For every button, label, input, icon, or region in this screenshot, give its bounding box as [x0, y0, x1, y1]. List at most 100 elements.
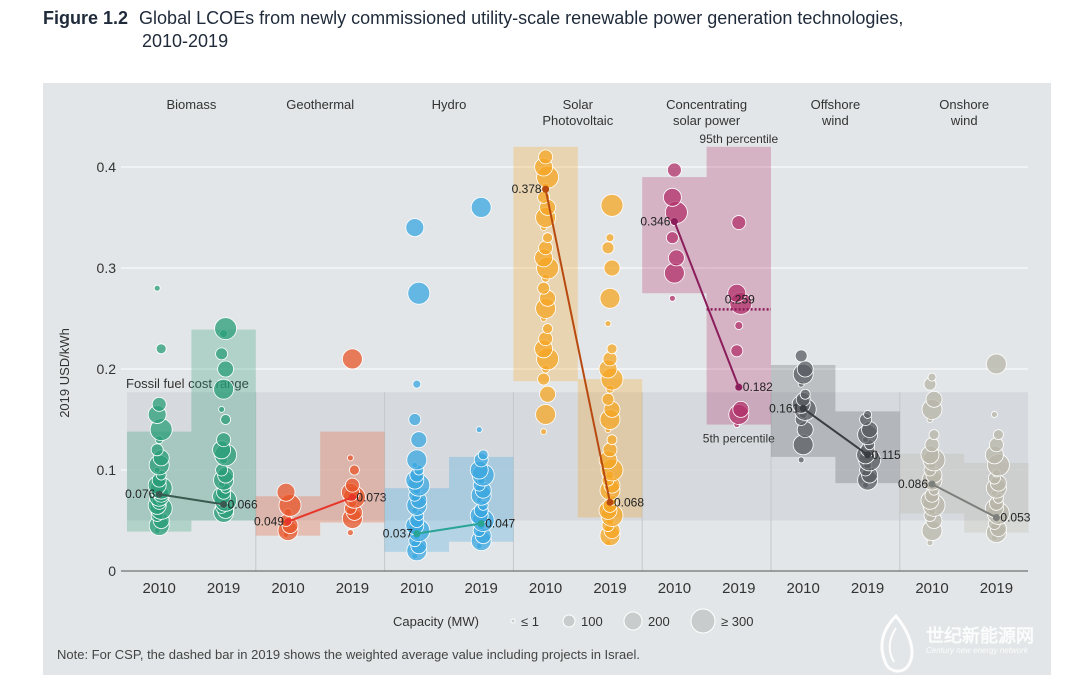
capacity-bubble	[796, 360, 814, 378]
watermark: 世纪新能源网 Century new energy network	[868, 612, 1068, 682]
x-tick-label: 2010	[529, 580, 562, 597]
legend-bubble	[562, 614, 576, 628]
capacity-bubble	[153, 284, 161, 292]
weighted-average-line	[544, 189, 611, 503]
capacity-bubble	[542, 323, 554, 335]
weighted-average-line	[931, 483, 997, 519]
y-tick-label: 0.2	[97, 361, 117, 377]
capacity-bubble	[406, 449, 428, 471]
capacity-bubble	[605, 233, 615, 243]
legend-bubble	[623, 611, 643, 631]
watermark-text: 世纪新能源网	[926, 626, 1034, 646]
weighted-average-label: 0.037	[383, 527, 413, 541]
percentile-5-label: 5th percentile	[703, 432, 775, 446]
capacity-bubble	[213, 378, 235, 400]
x-tick-label: 2019	[593, 580, 626, 597]
capacity-bubble	[346, 529, 354, 537]
tech-name-label: Offshore	[811, 97, 861, 112]
x-tick-label: 2010	[658, 580, 691, 597]
legend-title: Capacity (MW)	[393, 614, 479, 629]
y-tick-label: 0.3	[97, 260, 117, 276]
capacity-bubble	[344, 477, 360, 493]
x-tick-label: 2010	[787, 580, 820, 597]
capacity-bubble	[603, 259, 621, 277]
capacity-bubble	[731, 215, 747, 230]
weighted-average-label: 0.346	[640, 215, 670, 229]
x-tick-label: 2019	[465, 580, 498, 597]
capacity-bubble	[730, 344, 744, 358]
capacity-bubble	[276, 482, 296, 502]
weighted-average-line	[673, 221, 740, 388]
legend-bubble	[510, 618, 516, 624]
weighted-average-point	[155, 490, 163, 498]
capacity-bubble	[600, 193, 624, 217]
tech-name-label: Concentrating	[666, 97, 747, 112]
capacity-bubble	[218, 405, 226, 413]
x-tick-label: 2019	[851, 580, 884, 597]
weighted-average-line	[802, 407, 869, 456]
tech-name-label: Photovoltaic	[542, 113, 613, 128]
capacity-bubble	[797, 456, 805, 464]
capacity-bubble	[732, 400, 750, 418]
capacity-bubble	[989, 437, 1004, 453]
figure-title-line2: 2010-2019	[142, 31, 229, 51]
capacity-bubble	[799, 388, 811, 400]
capacity-bubble	[666, 231, 679, 245]
weighted-average-point	[542, 185, 550, 193]
weighted-average-label: 0.076	[125, 487, 155, 501]
capacity-bubble	[408, 413, 422, 426]
capacity-bubble	[599, 287, 621, 309]
weighted-average-point	[799, 404, 807, 412]
figure-label: Figure 1.2	[43, 8, 129, 28]
weighted-average-label: 0.161	[769, 401, 799, 415]
capacity-bubble	[601, 392, 615, 406]
weighted-average-point	[928, 480, 936, 488]
x-tick-label: 2019	[722, 580, 755, 597]
capacity-bubble	[668, 249, 685, 267]
weighted-average-line	[416, 522, 482, 535]
weighted-average-point	[220, 500, 228, 508]
capacity-bubble	[602, 442, 618, 458]
capacity-bubble	[407, 281, 431, 305]
weighted-average-label: 0.182	[743, 380, 773, 394]
weighted-average-label: 0.049	[254, 515, 284, 529]
x-tick-label: 2019	[207, 580, 240, 597]
weighted-average-point	[670, 218, 678, 226]
capacity-bubble	[346, 454, 354, 462]
capacity-bubble	[477, 449, 489, 461]
tech-name-label: solar power	[673, 113, 741, 128]
capacity-bubble	[348, 464, 360, 476]
x-tick-label: 2019	[980, 580, 1013, 597]
capacity-bubble	[928, 429, 940, 441]
x-tick-label: 2010	[143, 580, 176, 597]
tech-name-label: Hydro	[432, 97, 467, 112]
capacity-bubble	[601, 241, 615, 255]
y-tick-label: 0.4	[97, 159, 117, 175]
capacity-bubble	[535, 404, 557, 425]
figure-title-line1: Global LCOEs from newly commissioned uti…	[139, 8, 904, 28]
x-tick-label: 2019	[336, 580, 369, 597]
capacity-bubble	[214, 317, 238, 341]
y-tick-label: 0.1	[97, 462, 117, 478]
legend-label: 100	[581, 614, 603, 629]
capacity-bubble	[606, 434, 618, 446]
capacity-bubble	[410, 431, 428, 449]
capacity-bubble	[470, 197, 492, 218]
tech-name-label: Solar	[563, 97, 594, 112]
y-tick-label: 0	[108, 563, 116, 579]
capacity-bubble	[604, 320, 612, 327]
legend-label: 200	[648, 614, 670, 629]
weighted-average-point	[284, 518, 292, 526]
capacity-bubble	[727, 283, 747, 303]
watermark-subtext: Century new energy network	[926, 646, 1028, 655]
weighted-average-label: 0.073	[356, 490, 386, 504]
weighted-average-line	[159, 493, 224, 506]
weighted-average-label: 0.115	[872, 448, 901, 462]
capacity-bubble	[150, 443, 164, 457]
legend-label: ≥ 300	[721, 614, 753, 629]
capacity-bubble	[663, 187, 682, 207]
capacity-bubble	[927, 372, 937, 382]
weighted-average-point	[864, 451, 872, 459]
weighted-average-label: 0.047	[485, 517, 515, 531]
